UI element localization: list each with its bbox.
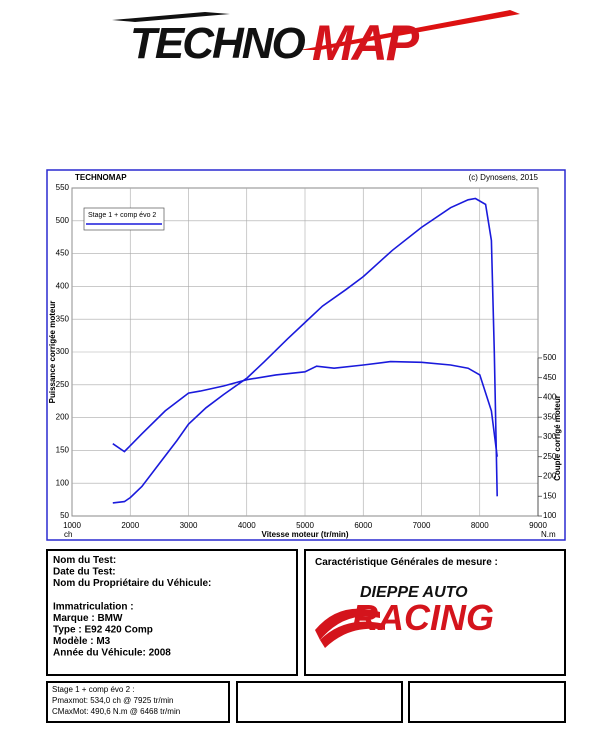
info-line: Modèle : M3 bbox=[53, 636, 111, 647]
y-tick-label: 400 bbox=[56, 282, 70, 291]
y2-tick-label: 200 bbox=[543, 472, 557, 481]
y-tick-label: 50 bbox=[60, 511, 69, 520]
info-line: Nom du Propriétaire du Véhicule: bbox=[53, 578, 211, 589]
y2-tick-label: 250 bbox=[543, 452, 557, 461]
chart-frame bbox=[46, 169, 566, 541]
x-axis-label: Vitesse moteur (tr/min) bbox=[262, 530, 349, 539]
x-tick-label: 9000 bbox=[529, 521, 547, 530]
chart-header: TECHNOMAP bbox=[75, 173, 127, 182]
legend: Stage 1 + comp évo 2 bbox=[83, 207, 165, 231]
y2-tick-label: 300 bbox=[543, 432, 557, 441]
x-tick-label: 2000 bbox=[121, 521, 139, 530]
chart-credit: (c) Dynosens, 2015 bbox=[469, 173, 539, 182]
x-tick-label: 7000 bbox=[413, 521, 431, 530]
y-tick-label: 150 bbox=[56, 446, 70, 455]
legend-label: Stage 1 + comp évo 2 bbox=[88, 212, 156, 219]
y2-tick-label: 450 bbox=[543, 373, 557, 382]
info-line: Marque : BMW bbox=[53, 613, 123, 624]
y-tick-label: 300 bbox=[56, 347, 70, 356]
y-tick-label: 550 bbox=[56, 183, 70, 192]
x-tick-label: 3000 bbox=[180, 521, 198, 530]
y-tick-label: 100 bbox=[56, 478, 70, 487]
curve bbox=[112, 197, 498, 504]
sponsor-stripe bbox=[320, 621, 385, 648]
info-line: Immatriculation : bbox=[53, 602, 134, 613]
summary-power: Pmaxmot: 534,0 ch @ 7925 tr/min bbox=[52, 696, 174, 705]
curve bbox=[112, 360, 498, 457]
y-tick-label: 450 bbox=[56, 249, 70, 258]
y2-unit: N.m bbox=[541, 530, 556, 539]
info-line: Type : E92 420 Comp bbox=[53, 625, 153, 636]
y2-tick-label: 500 bbox=[543, 353, 557, 362]
y2-tick-label: 350 bbox=[543, 412, 557, 421]
y-tick-label: 500 bbox=[56, 216, 70, 225]
y-tick-label: 350 bbox=[56, 314, 70, 323]
y2-axis-label: Couple corrigé moteur bbox=[553, 395, 562, 481]
y-unit: ch bbox=[64, 530, 72, 539]
x-tick-label: 1000 bbox=[63, 521, 81, 530]
summary-box bbox=[46, 681, 230, 723]
sponsor-bottom: RACING bbox=[352, 597, 494, 638]
y2-tick-label: 400 bbox=[543, 393, 557, 402]
measure-box bbox=[304, 549, 566, 676]
y2-tick-label: 150 bbox=[543, 491, 557, 500]
logo-left: TECHNO bbox=[130, 19, 306, 68]
y2-tick-label: 100 bbox=[543, 511, 557, 520]
info-line: Date du Test: bbox=[53, 567, 116, 578]
logo-right: MAP bbox=[312, 15, 420, 71]
summary-title: Stage 1 + comp évo 2 : bbox=[52, 685, 135, 694]
sponsor-top: DIEPPE AUTO bbox=[360, 584, 468, 601]
empty-box bbox=[408, 681, 566, 723]
measure-title: Caractéristique Générales de mesure : bbox=[315, 557, 498, 568]
empty-box bbox=[236, 681, 403, 723]
x-tick-label: 5000 bbox=[296, 521, 314, 530]
y-axis-label: Puissance corrigée moteur bbox=[48, 301, 57, 404]
x-tick-label: 8000 bbox=[471, 521, 489, 530]
sponsor-stripe bbox=[315, 608, 380, 640]
logo-swoosh bbox=[300, 10, 520, 50]
summary-torque: CMaxMot: 490,6 N.m @ 6468 tr/min bbox=[52, 707, 180, 716]
info-line: Nom du Test: bbox=[53, 555, 116, 566]
info-line: Année du Véhicule: 2008 bbox=[53, 648, 171, 659]
info-box bbox=[46, 549, 298, 676]
y-tick-label: 250 bbox=[56, 380, 70, 389]
logo-swoosh bbox=[112, 12, 230, 22]
x-tick-label: 6000 bbox=[354, 521, 372, 530]
x-tick-label: 4000 bbox=[238, 521, 256, 530]
y-tick-label: 200 bbox=[56, 413, 70, 422]
